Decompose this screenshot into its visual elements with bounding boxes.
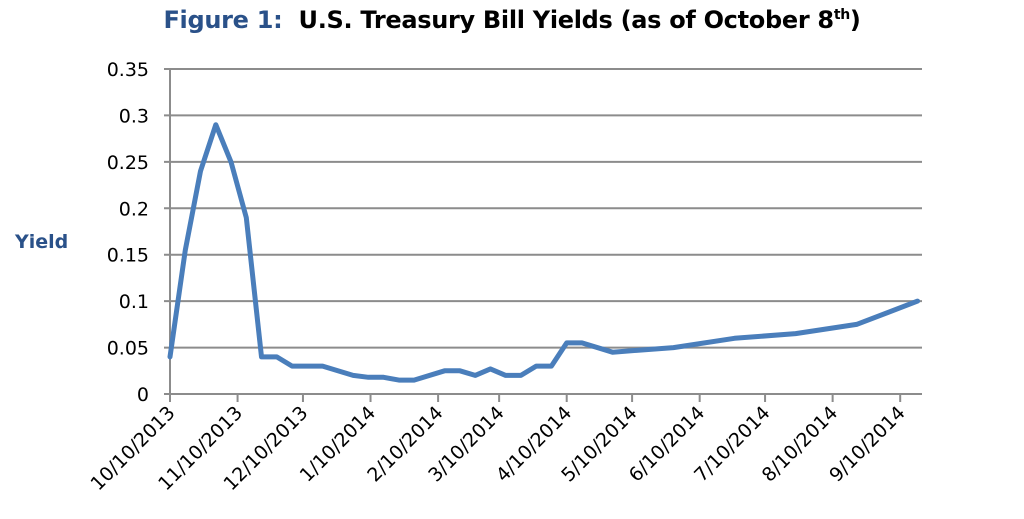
y-tick-label: 0.15 (107, 245, 149, 267)
y-tick-label: 0.3 (119, 105, 149, 127)
figure-number: Figure 1: (163, 6, 283, 34)
title-superscript: th (833, 7, 850, 23)
series-line-yield (167, 122, 921, 383)
y-tick-label: 0.35 (107, 59, 149, 81)
y-tick-label: 0 (137, 384, 149, 406)
y-tick-label: 0.25 (107, 152, 149, 174)
y-tick-label: 0.05 (107, 338, 149, 360)
y-tick-label: 0.1 (119, 291, 149, 313)
title-suffix: ) (849, 6, 861, 34)
y-axis-label: Yield (15, 231, 69, 253)
chart-title: Figure 1: U.S. Treasury Bill Yields (as … (0, 6, 1024, 34)
y-tick-label: 0.2 (119, 198, 149, 220)
title-text: U.S. Treasury Bill Yields (as of October… (298, 6, 835, 34)
